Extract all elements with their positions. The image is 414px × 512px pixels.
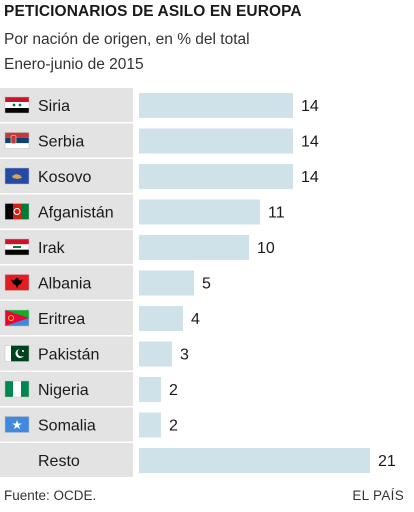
category-label: Afganistán (38, 205, 114, 222)
bar (139, 128, 293, 154)
chart-title: PETICIONARIOS DE ASILO EN EUROPA (4, 3, 302, 20)
bar (139, 235, 249, 260)
iraq-flag-icon (4, 238, 30, 256)
value-label: 3 (180, 347, 189, 364)
category-label: Irak (38, 240, 66, 257)
chart-row: Serbia 14 (0, 123, 319, 158)
chart-row: Eritrea 4 (0, 301, 200, 335)
category-label: Serbia (38, 134, 84, 151)
value-label: 14 (301, 134, 319, 151)
chart-row: Nigeria 2 (0, 372, 178, 406)
kosovo-flag-icon (4, 167, 30, 185)
value-label: 14 (301, 98, 319, 115)
category-label: Kosovo (38, 169, 91, 186)
albania-flag-icon (4, 274, 30, 291)
bar-chart: Siria 14 Serbia 14 Kosovo 14 Afganistán 11 Irak 1… (0, 88, 396, 477)
chart-row: Irak 10 (0, 230, 275, 264)
chart-row: Kosovo 14 (0, 159, 319, 193)
category-label: Eritrea (38, 311, 85, 328)
afghanistan-flag-icon (4, 203, 30, 220)
category-label-background (0, 443, 133, 477)
bar (139, 448, 370, 473)
pakistan-flag-icon (4, 345, 30, 362)
bar (139, 377, 161, 402)
category-label: Albania (38, 276, 91, 293)
value-label: 21 (378, 453, 396, 470)
category-label: Resto (38, 453, 80, 470)
value-label: 2 (169, 418, 178, 435)
category-label: Pakistán (38, 347, 99, 364)
chart-row: Afganistán 11 (0, 194, 285, 229)
category-label: Siria (38, 98, 70, 115)
chart-row: Somalia 2 (0, 407, 178, 442)
value-label: 10 (257, 240, 275, 257)
bar (139, 164, 293, 189)
eritrea-flag-icon (4, 309, 30, 327)
nigeria-flag-icon (4, 380, 30, 398)
bar (139, 306, 183, 331)
chart-row: Pakistán 3 (0, 336, 189, 371)
chart-row: Albania 5 (0, 265, 211, 300)
chart-row: Siria 14 (0, 88, 319, 122)
serbia-flag-icon (4, 132, 30, 149)
bar (139, 199, 260, 225)
value-label: 2 (169, 382, 178, 399)
category-label: Somalia (38, 418, 96, 435)
value-label: 14 (301, 169, 319, 186)
value-label: 11 (268, 205, 285, 222)
source-note: Fuente: OCDE. (4, 488, 97, 503)
chart-period: Enero-junio de 2015 (4, 56, 144, 73)
syria-flag-icon (4, 96, 30, 114)
value-label: 4 (191, 311, 200, 328)
bar (139, 412, 161, 438)
somalia-flag-icon (4, 416, 30, 433)
bar (139, 341, 172, 367)
category-label: Nigeria (38, 382, 89, 399)
bar (139, 270, 194, 296)
value-label: 5 (202, 276, 211, 293)
chart-subtitle: Por nación de origen, en % del total (4, 31, 250, 48)
chart-row: Resto 21 (0, 443, 396, 477)
bar (139, 93, 293, 118)
publisher-brand: EL PAÍS (352, 488, 404, 503)
